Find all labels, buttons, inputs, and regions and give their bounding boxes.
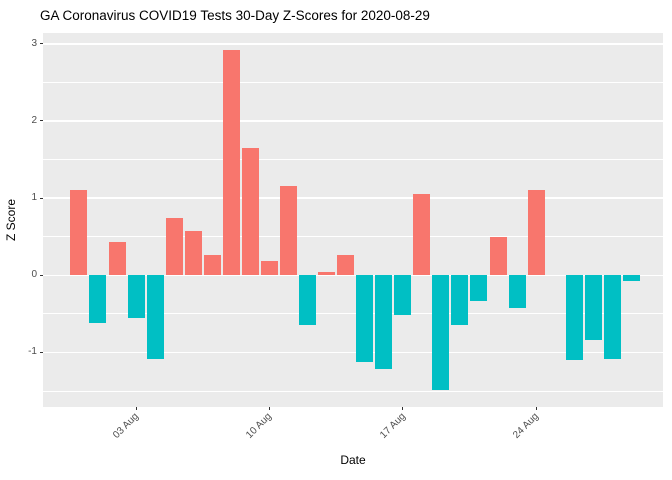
bar-positive	[70, 189, 88, 276]
bar-negative	[127, 275, 145, 318]
y-tick-label: 2	[31, 114, 37, 126]
bar-positive	[222, 49, 240, 276]
bar-negative	[451, 275, 469, 325]
bar-negative	[432, 275, 450, 390]
x-axis-title: Date	[340, 453, 366, 467]
plot-panel	[43, 33, 663, 407]
y-tick-mark	[40, 197, 43, 199]
y-tick-mark	[40, 351, 43, 353]
x-tick-label-text: 17 Aug	[377, 411, 408, 441]
bar-positive	[165, 218, 183, 276]
y-tick-label: 3	[31, 37, 37, 49]
x-tick-label-text: 03 Aug	[111, 411, 141, 441]
bar-positive	[413, 194, 431, 276]
bar-positive	[318, 272, 336, 276]
x-tick-mark	[268, 406, 270, 410]
gridline-minor	[43, 313, 663, 315]
gridline-minor	[43, 236, 663, 238]
gridline-major	[43, 43, 663, 45]
x-tick-label-text: 24 Aug	[511, 411, 541, 441]
bar-negative	[299, 275, 316, 325]
bar-negative	[584, 275, 602, 341]
bar-negative	[89, 275, 107, 324]
bar-negative	[146, 275, 164, 360]
x-tick-mark	[135, 406, 137, 410]
y-tick-mark	[40, 120, 43, 122]
bar-negative	[470, 275, 488, 301]
bar-positive	[184, 231, 202, 276]
bar-positive	[337, 255, 355, 276]
x-tick-mark	[402, 406, 404, 410]
bar-negative	[603, 275, 621, 360]
y-tick-label: -1	[28, 346, 37, 358]
chart-title: GA Coronavirus COVID19 Tests 30-Day Z-Sc…	[40, 8, 430, 23]
bar-positive	[527, 189, 545, 276]
x-tick-label: 17 Aug	[290, 411, 408, 441]
gridline-minor	[43, 159, 663, 160]
x-tick-label: 10 Aug	[156, 411, 274, 441]
bar-negative	[508, 275, 526, 308]
bar-negative	[356, 275, 374, 362]
y-tick-label: 0	[31, 269, 37, 281]
gridline-major	[43, 120, 663, 122]
bar-positive	[203, 255, 221, 276]
bar-positive	[241, 147, 259, 276]
y-tick-label: 1	[31, 192, 37, 204]
bar-negative	[565, 275, 583, 361]
gridline-major	[43, 197, 663, 199]
y-tick-mark	[40, 43, 43, 45]
bar-negative	[375, 275, 393, 370]
x-tick-label: 24 Aug	[423, 411, 541, 441]
y-tick-mark	[40, 274, 43, 276]
bar-positive	[108, 242, 126, 276]
bar-positive	[260, 261, 278, 276]
x-tick-label: 03 Aug	[23, 411, 141, 441]
x-tick-label-text: 10 Aug	[244, 411, 275, 441]
x-tick-mark	[535, 406, 537, 410]
bar-negative	[622, 275, 640, 281]
bar-positive	[489, 237, 507, 276]
gridline-major	[43, 351, 663, 354]
gridline-minor	[43, 390, 663, 392]
bar-positive	[279, 185, 297, 276]
gridline-major	[43, 274, 663, 277]
bar-negative	[394, 275, 412, 315]
gridline-minor	[43, 81, 663, 83]
